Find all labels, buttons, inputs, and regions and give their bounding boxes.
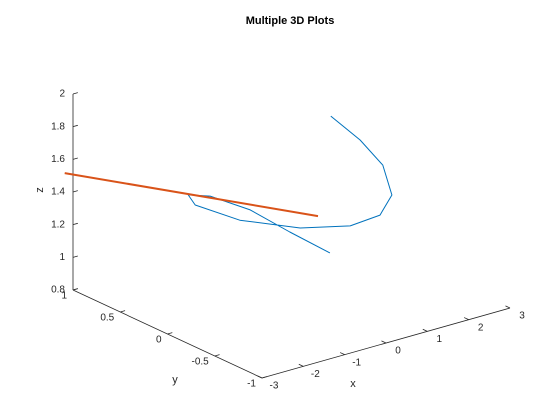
x-tick-label: -3 (270, 381, 279, 392)
z-tick-label: 1.8 (51, 121, 65, 132)
z-tick-label: 1 (59, 252, 65, 263)
x-tick (298, 363, 304, 367)
z-tick-label: 2 (59, 89, 65, 100)
z-tick-label: 1.6 (51, 154, 65, 165)
z-tick (72, 92, 78, 95)
x-tick (339, 352, 345, 356)
x-axis-label: x (350, 378, 356, 390)
y-tick (167, 332, 173, 335)
y-tick (261, 376, 267, 379)
x-tick-label: 0 (395, 346, 401, 357)
x-tick (381, 340, 387, 344)
x-tick (422, 328, 428, 332)
z-tick (72, 288, 78, 291)
y-tick (120, 310, 126, 313)
z-tick-label: 1.2 (51, 219, 65, 230)
y-tick (214, 354, 220, 357)
z-tick (72, 124, 78, 128)
series-line (187, 115, 393, 254)
x-tick-label: 3 (519, 311, 525, 322)
y-axis-label: y (172, 374, 178, 386)
z-tick-label: 1.4 (51, 187, 65, 198)
x-tick-label: 1 (437, 334, 443, 345)
y-tick-label: 0.5 (100, 313, 114, 324)
y-tick-label: -1 (247, 379, 256, 390)
z-tick (72, 222, 78, 226)
z-tick (72, 157, 78, 160)
z-tick (72, 190, 78, 193)
series-line (64, 172, 319, 218)
x-tick-label: 2 (478, 322, 484, 333)
z-tick-label: 0.8 (51, 285, 65, 296)
z-axis-label: z (34, 187, 46, 193)
x-tick (257, 375, 263, 379)
x-tick (505, 305, 511, 309)
y-tick-label: 1 (61, 291, 67, 302)
chart-title: Multiple 3D Plots (246, 15, 335, 27)
y-tick-label: 0 (156, 335, 162, 346)
x-tick-label: -1 (352, 357, 361, 368)
y-tick-label: -0.5 (192, 357, 210, 368)
z-tick (72, 255, 78, 258)
x-tick-label: -2 (311, 369, 320, 380)
x-tick (463, 317, 469, 321)
